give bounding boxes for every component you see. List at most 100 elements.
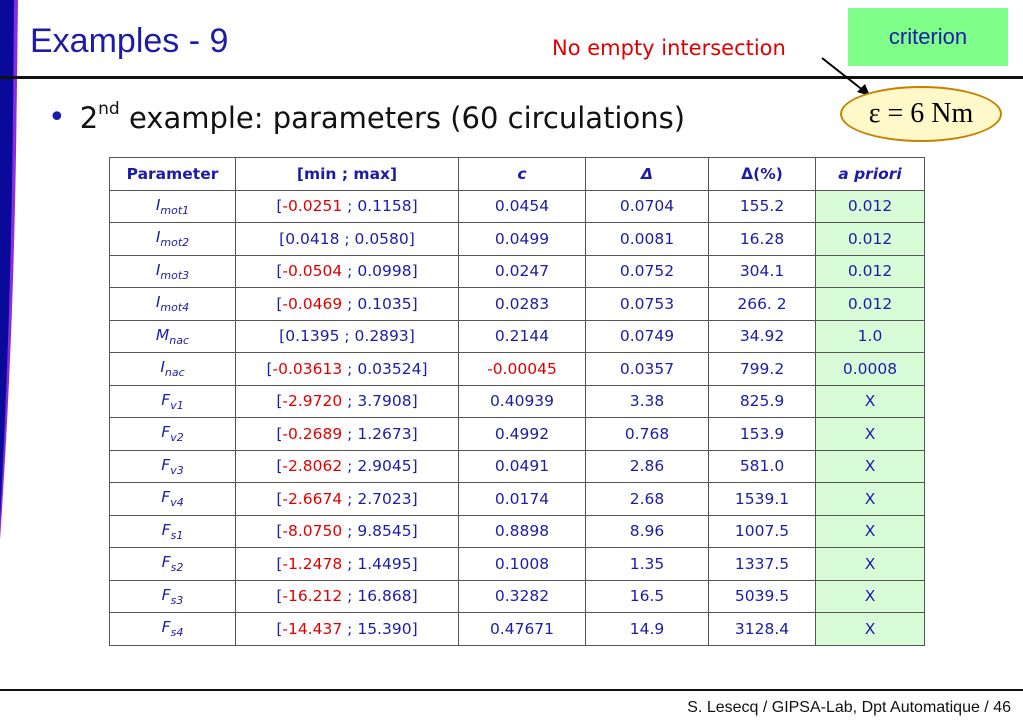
cell-a-priori: 1.0 xyxy=(815,319,925,353)
cell-delta-percent: 1539.1 xyxy=(708,482,816,516)
table-row: Fs3 [-16.212 ; 16.868] 0.3282 16.5 5039.5 X xyxy=(109,579,925,613)
cell-delta-percent: 155.2 xyxy=(708,189,816,223)
cell-a-priori: 0.012 xyxy=(815,189,925,223)
header-delta-percent: Δ(%) xyxy=(708,157,816,191)
cell-min-max: [-0.2689 ; 1.2673] xyxy=(235,417,459,451)
title-divider xyxy=(0,76,1023,79)
table-row: Imot1 [-0.0251 ; 0.1158] 0.0454 0.0704 155.2… xyxy=(109,189,925,223)
cell-a-priori: X xyxy=(815,417,925,451)
cell-delta: 1.35 xyxy=(585,547,709,581)
cell-c: 0.0283 xyxy=(458,287,586,321)
cell-parameter: Inac xyxy=(109,352,236,386)
cell-delta: 16.5 xyxy=(585,579,709,613)
cell-delta-percent: 825.9 xyxy=(708,384,816,418)
cell-c: 0.1008 xyxy=(458,547,586,581)
cell-delta: 2.68 xyxy=(585,482,709,516)
cell-a-priori: 0.012 xyxy=(815,222,925,256)
cell-delta-percent: 5039.5 xyxy=(708,579,816,613)
cell-delta-percent: 581.0 xyxy=(708,449,816,483)
cell-delta-percent: 304.1 xyxy=(708,254,816,288)
cell-delta: 14.9 xyxy=(585,612,709,646)
cell-parameter: Fv4 xyxy=(109,482,236,516)
cell-delta: 2.86 xyxy=(585,449,709,483)
epsilon-value: ε = 6 Nm xyxy=(840,86,1002,142)
cell-c: 0.0499 xyxy=(458,222,586,256)
cell-a-priori: X xyxy=(815,514,925,548)
cell-delta: 0.0081 xyxy=(585,222,709,256)
cell-a-priori: 0.012 xyxy=(815,254,925,288)
cell-delta-percent: 16.28 xyxy=(708,222,816,256)
table-row: Imot2 [0.0418 ; 0.0580] 0.0499 0.0081 16.28 0… xyxy=(109,222,925,256)
table-row: Fs4 [-14.437 ; 15.390] 0.47671 14.9 3128.4 X xyxy=(109,612,925,646)
cell-c: 0.0174 xyxy=(458,482,586,516)
cell-min-max: [-0.0504 ; 0.0998] xyxy=(235,254,459,288)
left-decoration xyxy=(0,0,18,540)
cell-min-max: [-2.6674 ; 2.7023] xyxy=(235,482,459,516)
cell-delta: 0.0704 xyxy=(585,189,709,223)
header-parameter: Parameter xyxy=(109,157,236,191)
cell-delta: 8.96 xyxy=(585,514,709,548)
cell-c: 0.3282 xyxy=(458,579,586,613)
footer-divider xyxy=(0,689,1023,691)
cell-a-priori: X xyxy=(815,384,925,418)
table-row: Inac [-0.03613 ; 0.03524] -0.00045 0.0357 79… xyxy=(109,352,925,386)
header-c: c xyxy=(458,157,586,191)
cell-c: 0.47671 xyxy=(458,612,586,646)
table-row: Mnac [0.1395 ; 0.2893] 0.2144 0.0749 34.92 1.… xyxy=(109,319,925,353)
cell-c: 0.0491 xyxy=(458,449,586,483)
cell-min-max: [-14.437 ; 15.390] xyxy=(235,612,459,646)
cell-parameter: Imot2 xyxy=(109,222,236,256)
footer-text: S. Lesecq / GIPSA-Lab, Dpt Automatique /… xyxy=(687,699,1011,716)
cell-min-max: [0.0418 ; 0.0580] xyxy=(235,222,459,256)
table-row: Imot3 [-0.0504 ; 0.0998] 0.0247 0.0752 304.1… xyxy=(109,254,925,288)
cell-min-max: [-2.8062 ; 2.9045] xyxy=(235,449,459,483)
cell-delta-percent: 34.92 xyxy=(708,319,816,353)
criterion-box: criterion xyxy=(848,8,1008,66)
cell-delta: 3.38 xyxy=(585,384,709,418)
cell-parameter: Fs2 xyxy=(109,547,236,581)
table-row: Imot4 [-0.0469 ; 0.1035] 0.0283 0.0753 266. … xyxy=(109,287,925,321)
cell-a-priori: X xyxy=(815,612,925,646)
cell-delta: 0.768 xyxy=(585,417,709,451)
cell-parameter: Fv3 xyxy=(109,449,236,483)
cell-parameter: Imot3 xyxy=(109,254,236,288)
cell-c: 0.40939 xyxy=(458,384,586,418)
cell-min-max: [-8.0750 ; 9.8545] xyxy=(235,514,459,548)
cell-delta: 0.0357 xyxy=(585,352,709,386)
cell-min-max: [-2.9720 ; 3.7908] xyxy=(235,384,459,418)
header-min-max: [min ; max] xyxy=(235,157,459,191)
cell-min-max: [0.1395 ; 0.2893] xyxy=(235,319,459,353)
cell-delta-percent: 153.9 xyxy=(708,417,816,451)
cell-a-priori: 0.012 xyxy=(815,287,925,321)
header-a-priori: a priori xyxy=(815,157,925,191)
cell-c: 0.8898 xyxy=(458,514,586,548)
cell-a-priori: X xyxy=(815,482,925,516)
cell-delta: 0.0753 xyxy=(585,287,709,321)
cell-delta-percent: 266. 2 xyxy=(708,287,816,321)
cell-delta: 0.0752 xyxy=(585,254,709,288)
cell-parameter: Imot4 xyxy=(109,287,236,321)
cell-delta-percent: 1007.5 xyxy=(708,514,816,548)
cell-min-max: [-0.0469 ; 0.1035] xyxy=(235,287,459,321)
cell-c: 0.0247 xyxy=(458,254,586,288)
cell-min-max: [-16.212 ; 16.868] xyxy=(235,579,459,613)
table-row: Fv3 [-2.8062 ; 2.9045] 0.0491 2.86 581.0 X xyxy=(109,449,925,483)
cell-c: 0.0454 xyxy=(458,189,586,223)
table-header-row: Parameter [min ; max] c Δ Δ(%) a priori xyxy=(109,157,925,191)
cell-parameter: Fv1 xyxy=(109,384,236,418)
cell-c: -0.00045 xyxy=(458,352,586,386)
cell-c: 0.4992 xyxy=(458,417,586,451)
cell-delta-percent: 3128.4 xyxy=(708,612,816,646)
cell-min-max: [-0.03613 ; 0.03524] xyxy=(235,352,459,386)
slide-title: Examples - 9 xyxy=(30,22,229,60)
cell-c: 0.2144 xyxy=(458,319,586,353)
cell-parameter: Mnac xyxy=(109,319,236,353)
cell-parameter: Fs4 xyxy=(109,612,236,646)
bullet-point: • 2nd example: parameters (60 circulatio… xyxy=(48,99,686,135)
cell-delta-percent: 1337.5 xyxy=(708,547,816,581)
table-row: Fv4 [-2.6674 ; 2.7023] 0.0174 2.68 1539.1 X xyxy=(109,482,925,516)
annotation-text: No empty intersection xyxy=(552,36,786,60)
cell-parameter: Fs3 xyxy=(109,579,236,613)
cell-min-max: [-1.2478 ; 1.4495] xyxy=(235,547,459,581)
cell-delta: 0.0749 xyxy=(585,319,709,353)
